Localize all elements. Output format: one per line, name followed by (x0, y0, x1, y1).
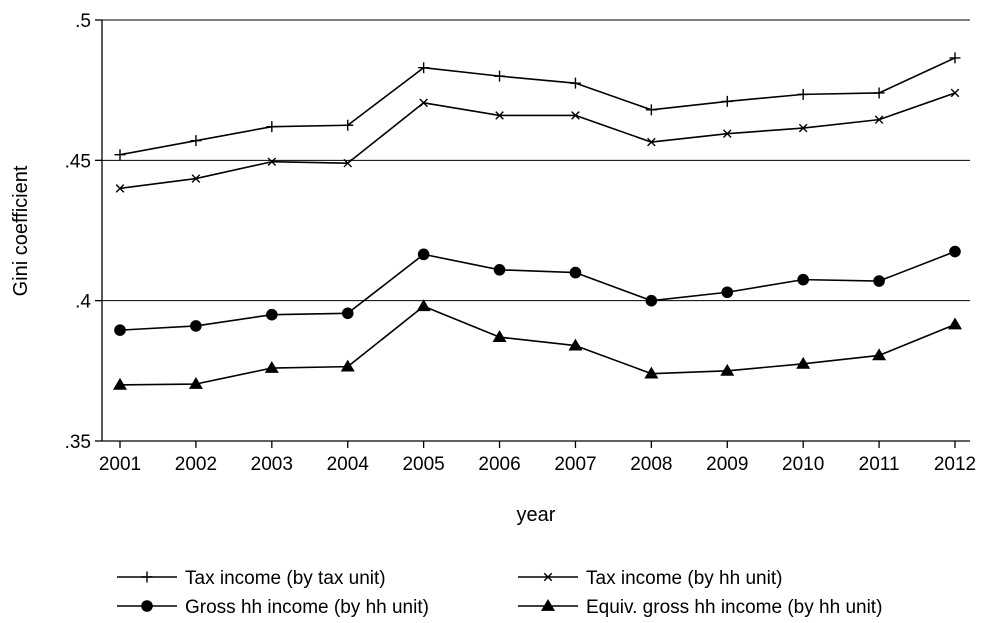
x-tick-label: 2001 (99, 454, 141, 475)
data-point (267, 157, 277, 167)
data-point (949, 245, 961, 258)
series (113, 299, 962, 390)
data-point (873, 275, 885, 287)
data-point (797, 273, 809, 286)
data-point (872, 348, 887, 361)
x-tick-label: 2008 (630, 454, 672, 475)
data-point (568, 338, 583, 351)
data-point (493, 263, 506, 276)
data-point (797, 88, 809, 100)
y-tick-label: .4 (75, 292, 91, 313)
x-axis-title: year (517, 504, 556, 526)
data-point (341, 307, 354, 320)
legend: Tax income (by tax unit) Tax income (by h… (117, 568, 882, 618)
legend-item: Tax income (by tax unit) (117, 568, 386, 589)
data-point (644, 366, 659, 379)
data-point (342, 119, 354, 131)
data-point (874, 115, 884, 124)
y-tick-label: .45 (65, 151, 91, 172)
series-line (119, 250, 956, 331)
data-point (343, 158, 353, 168)
gridlines (102, 19, 970, 442)
data-point (647, 137, 656, 147)
data-point (569, 266, 582, 279)
series (114, 245, 961, 336)
y-tick-label: .35 (65, 432, 91, 453)
data-point (115, 184, 125, 193)
x-tick-label: 2002 (175, 454, 217, 475)
x-tick-label: 2003 (251, 454, 293, 475)
legend-item: Gross hh income (by hh unit) (117, 597, 429, 618)
legend-marker (141, 571, 153, 583)
data-point (190, 320, 202, 332)
legend-marker (541, 599, 555, 611)
data-point (950, 88, 960, 98)
data-point (721, 95, 733, 107)
data-point (114, 149, 126, 161)
data-point (114, 324, 126, 336)
x-tick-label: 2004 (327, 454, 370, 475)
legend-label: Gross hh income (by hh unit) (185, 597, 429, 618)
data-point (948, 317, 962, 330)
y-tick-label: .5 (75, 11, 91, 32)
series-line (119, 92, 956, 190)
data-point (266, 121, 278, 133)
data-point (191, 174, 201, 183)
data-point (340, 359, 355, 372)
x-axis-ticks: 2001 2002 2003 2004 2005 2006 2007 2008 2009 2010… (99, 441, 976, 475)
x-tick-label: 2012 (934, 454, 976, 475)
legend-item: Equiv. gross hh income (by hh unit) (518, 597, 882, 618)
legend-label: Equiv. gross hh income (by hh unit) (586, 597, 882, 618)
data-point (190, 135, 202, 147)
x-tick-label: 2007 (554, 454, 596, 475)
data-point (645, 294, 658, 307)
legend-marker (543, 572, 553, 582)
x-tick-label: 2009 (706, 454, 748, 475)
data-point (796, 356, 811, 369)
x-tick-label: 2011 (859, 454, 900, 475)
x-tick-label: 2010 (782, 454, 824, 475)
series-line (119, 305, 956, 386)
legend-item: Tax income (by hh unit) (518, 568, 782, 589)
data-point (720, 363, 735, 376)
data-point (418, 62, 430, 74)
data-point (495, 111, 504, 120)
series-group (113, 52, 962, 390)
legend-label: Tax income (by hh unit) (586, 568, 782, 589)
series (115, 88, 960, 193)
legend-marker (141, 600, 153, 612)
data-point (645, 104, 657, 116)
data-point (721, 286, 734, 299)
x-tick-label: 2005 (402, 454, 444, 475)
data-point (492, 330, 507, 343)
axes (101, 20, 970, 442)
series-line (119, 57, 956, 156)
data-point (722, 129, 732, 138)
y-axis-title: Gini coefficient (10, 165, 32, 296)
data-point (569, 77, 581, 89)
legend-label: Tax income (by tax unit) (185, 568, 386, 589)
data-point (949, 52, 961, 64)
data-point (873, 87, 885, 99)
data-point (417, 248, 430, 261)
y-axis-ticks: .35 .4 .45 .5 (65, 11, 102, 453)
data-point (494, 70, 506, 82)
data-point (416, 299, 431, 312)
data-point (419, 98, 428, 108)
data-point (188, 377, 203, 389)
data-point (798, 123, 808, 133)
x-tick-label: 2006 (478, 454, 520, 475)
series (114, 52, 961, 161)
data-point (266, 308, 278, 321)
data-point (264, 361, 279, 373)
data-point (571, 111, 580, 120)
data-point (113, 377, 127, 390)
